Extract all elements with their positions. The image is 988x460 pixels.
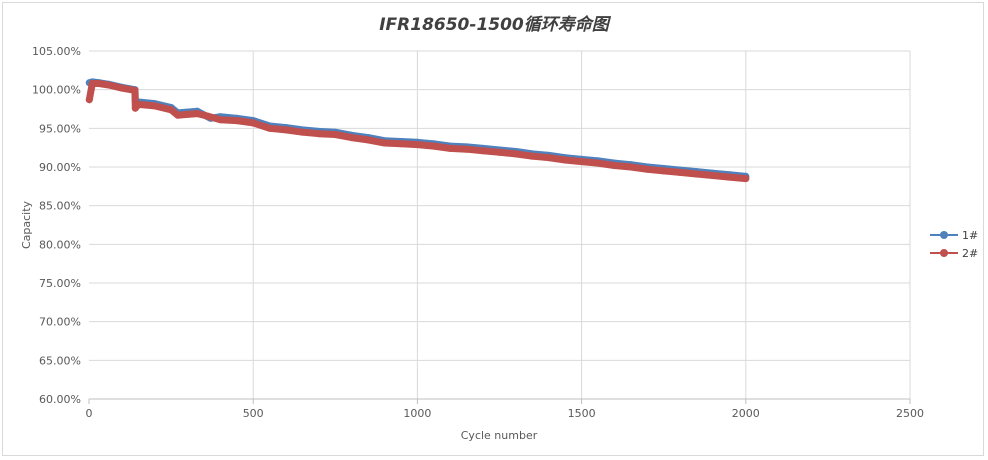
data-point[interactable] [643, 165, 651, 173]
legend-item-2[interactable]: 2# [930, 244, 978, 262]
data-point[interactable] [105, 81, 113, 89]
data-point[interactable] [348, 134, 356, 142]
data-point[interactable] [249, 119, 257, 127]
data-point[interactable] [578, 158, 586, 166]
data-point[interactable] [282, 126, 290, 134]
data-point[interactable] [397, 140, 405, 148]
data-point[interactable] [627, 163, 635, 171]
data-point[interactable] [709, 172, 717, 179]
y-tick-label: 90.00% [39, 161, 81, 174]
data-point[interactable] [446, 144, 454, 152]
y-tick-label: 100.00% [32, 84, 81, 97]
x-tick-label: 0 [86, 407, 93, 420]
chart-title: IFR18650-1500循环寿命图 [379, 15, 609, 35]
x-tick-label: 1000 [403, 407, 431, 420]
y-tick-label: 70.00% [39, 316, 81, 329]
data-point[interactable] [184, 110, 191, 118]
data-point[interactable] [216, 116, 224, 124]
data-point[interactable] [413, 141, 421, 149]
data-point[interactable] [528, 152, 536, 160]
y-tick-label: 95.00% [39, 122, 81, 135]
data-point[interactable] [364, 136, 372, 144]
data-point[interactable] [381, 139, 389, 147]
data-point[interactable] [496, 148, 503, 156]
data-point[interactable] [174, 111, 182, 119]
data-point[interactable] [266, 124, 274, 132]
x-axis-label: Cycle number [461, 429, 538, 442]
y-tick-label: 65.00% [39, 354, 81, 367]
y-tick-label: 105.00% [32, 45, 81, 58]
data-point[interactable] [203, 112, 211, 120]
gridlines [88, 50, 911, 404]
data-point[interactable] [118, 84, 126, 92]
legend-marker-icon [930, 247, 958, 259]
data-point[interactable] [315, 130, 323, 138]
data-point[interactable] [725, 173, 733, 181]
x-tick-label: 2000 [732, 407, 760, 420]
x-tick-label: 500 [243, 407, 264, 420]
y-tick-label: 60.00% [39, 393, 81, 406]
legend-item-1[interactable]: 1# [930, 226, 978, 244]
data-point[interactable] [610, 162, 618, 169]
data-point[interactable] [479, 147, 487, 155]
y-tick-label: 75.00% [39, 277, 81, 290]
data-point[interactable] [676, 168, 684, 176]
data-point[interactable] [131, 86, 139, 94]
data-point[interactable] [167, 106, 175, 114]
data-point[interactable] [463, 145, 471, 153]
data-point[interactable] [95, 80, 103, 87]
series-group [85, 78, 750, 183]
y-tick-labels: 60.00% 65.00% 70.00% 75.00% 80.00% 85.00% 90.0… [32, 45, 81, 406]
x-tick-label: 1500 [568, 407, 596, 420]
x-tick-label: 2500 [896, 407, 924, 420]
data-point[interactable] [88, 80, 96, 87]
data-point[interactable] [545, 154, 553, 162]
y-tick-label: 85.00% [39, 200, 81, 213]
data-point[interactable] [151, 102, 159, 110]
data-point[interactable] [331, 131, 339, 138]
data-point[interactable] [85, 96, 93, 104]
data-point[interactable] [561, 156, 569, 164]
data-point[interactable] [299, 128, 306, 136]
data-point[interactable] [430, 142, 438, 150]
y-tick-label: 80.00% [39, 238, 81, 251]
data-point[interactable] [512, 150, 520, 158]
data-point[interactable] [693, 170, 700, 178]
data-point[interactable] [660, 167, 668, 175]
data-point[interactable] [233, 117, 241, 125]
x-tick-labels: 0 500 1000 1500 2000 2500 [86, 407, 925, 420]
legend-label: 2# [962, 246, 979, 260]
legend-marker-icon [930, 229, 958, 241]
y-axis-label: Capacity [20, 200, 33, 249]
legend-label: 1# [962, 228, 979, 242]
data-point[interactable] [134, 100, 142, 108]
data-point[interactable] [742, 175, 750, 183]
legend: 1# 2# [930, 226, 978, 262]
data-point[interactable] [193, 110, 201, 118]
data-point[interactable] [594, 159, 602, 167]
